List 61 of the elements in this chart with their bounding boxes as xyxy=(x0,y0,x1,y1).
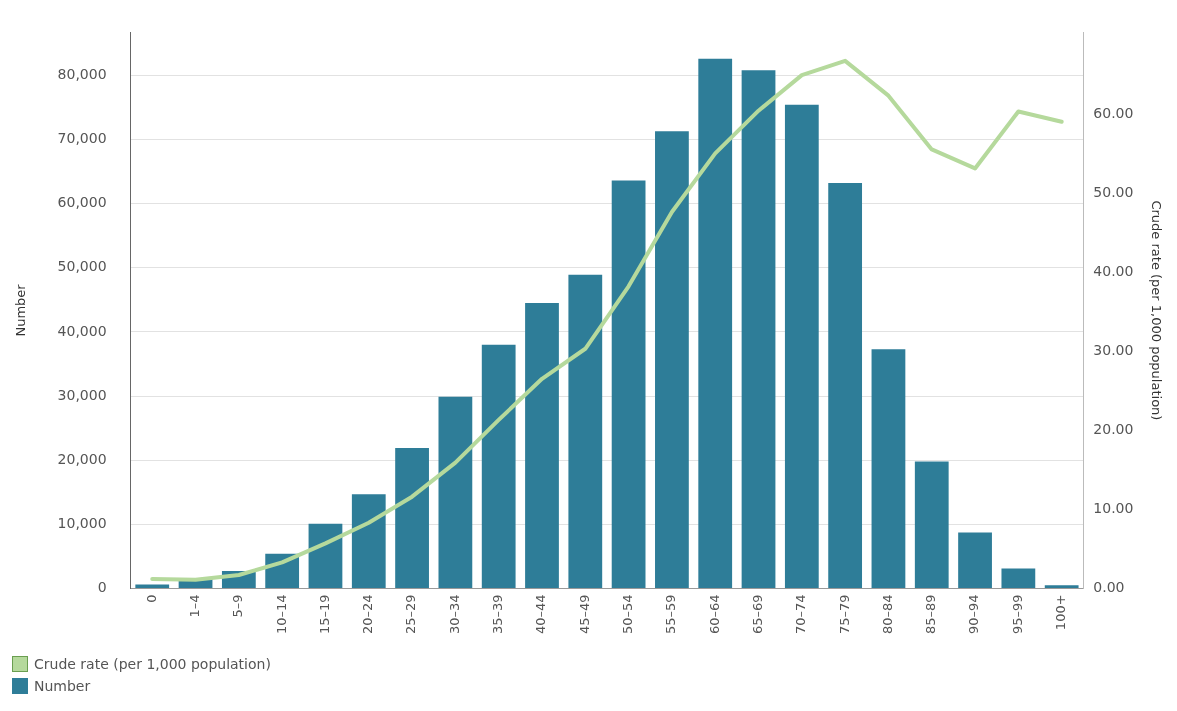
x-tick-label: 0 xyxy=(143,594,159,603)
y2-tick-label: 10.00 xyxy=(1093,499,1134,516)
y-tick-label: 80,000 xyxy=(57,66,107,83)
x-tick-label: 80–84 xyxy=(879,594,895,635)
x-tick-label: 55–59 xyxy=(663,594,679,635)
x-tick-label: 100+ xyxy=(1053,594,1069,631)
bar xyxy=(655,131,689,588)
y-tick-label: 30,000 xyxy=(57,386,107,403)
y2-tick-label: 50.00 xyxy=(1093,183,1134,200)
x-tick-label: 20–24 xyxy=(360,594,376,635)
y-tick-label: 60,000 xyxy=(57,194,107,211)
y2-tick-label: 30.00 xyxy=(1093,341,1134,358)
y2-tick-label: 40.00 xyxy=(1093,262,1134,279)
bar xyxy=(395,447,429,588)
x-tick-label: 1–4 xyxy=(186,594,202,618)
bar xyxy=(351,494,386,588)
bar xyxy=(525,303,559,588)
y2-axis-title: Crude rate (per 1,000 population) xyxy=(1148,200,1164,421)
bar xyxy=(1001,568,1036,588)
x-tick-label: 30–34 xyxy=(446,594,462,635)
bar xyxy=(958,532,992,588)
bar xyxy=(611,180,646,588)
x-tick-label: 50–54 xyxy=(619,594,635,635)
legend-label: Number xyxy=(34,678,91,694)
bar xyxy=(568,274,603,588)
x-tick-label: 75–79 xyxy=(836,594,852,635)
bar xyxy=(698,58,733,588)
bar xyxy=(438,396,473,588)
bar xyxy=(914,461,949,588)
y2-tick-label: 20.00 xyxy=(1093,420,1134,437)
bar xyxy=(871,349,906,588)
bar xyxy=(135,584,170,588)
x-tick-label: 25–29 xyxy=(403,594,419,635)
x-tick-label: 10–14 xyxy=(273,594,289,635)
x-tick-label: 15–19 xyxy=(316,594,332,635)
y-tick-label: 20,000 xyxy=(57,450,107,467)
x-tick-label: 5–9 xyxy=(230,594,246,618)
x-tick-label: 65–69 xyxy=(749,594,765,635)
y-tick-label: 50,000 xyxy=(57,258,107,275)
x-tick-label: 85–89 xyxy=(923,594,939,635)
bar xyxy=(308,523,343,588)
y-tick-label: 10,000 xyxy=(57,514,107,531)
y2-tick-label: 0.00 xyxy=(1093,579,1125,596)
y2-tick-label: 60.00 xyxy=(1093,104,1134,121)
bar xyxy=(828,183,863,588)
x-tick-label: 45–49 xyxy=(576,594,592,635)
y-tick-label: 70,000 xyxy=(57,130,107,147)
x-tick-label: 60–64 xyxy=(706,594,722,635)
legend-label: Crude rate (per 1,000 population) xyxy=(34,656,271,672)
bar xyxy=(784,104,819,588)
x-tick-label: 35–39 xyxy=(490,594,506,635)
bar xyxy=(481,344,516,588)
x-tick-label: 40–44 xyxy=(533,594,549,635)
x-tick-label: 70–74 xyxy=(793,594,809,635)
x-tick-label: 95–99 xyxy=(1009,594,1025,635)
bar xyxy=(741,70,776,588)
bar xyxy=(1044,585,1079,588)
y-tick-label: 40,000 xyxy=(57,322,107,339)
x-tick-label: 90–94 xyxy=(966,594,982,635)
y-axis-title: Number xyxy=(13,283,29,337)
y-tick-label: 0 xyxy=(97,579,107,596)
